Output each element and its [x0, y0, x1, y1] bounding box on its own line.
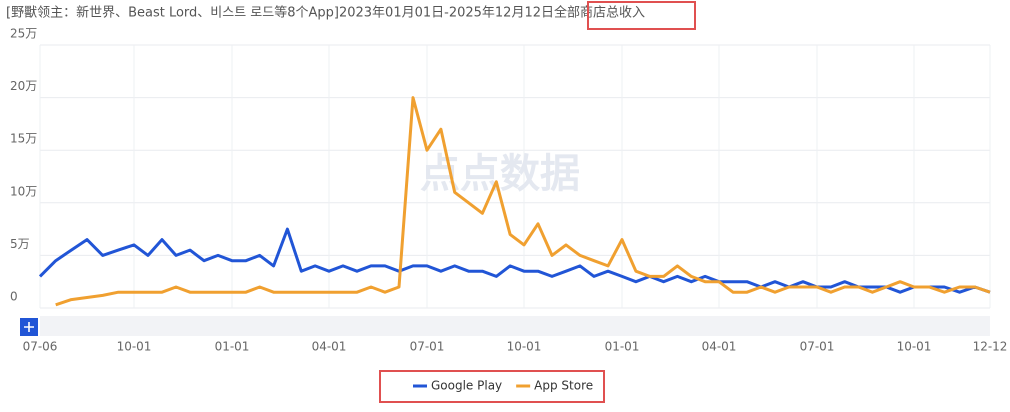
x-tick-label: 01-01	[605, 340, 640, 354]
legend-box	[379, 370, 605, 403]
x-tick-label: 10-01	[507, 340, 542, 354]
y-tick-label: 20万	[10, 79, 37, 93]
x-tick-label: 01-01	[215, 340, 250, 354]
y-tick-label: 10万	[10, 184, 37, 198]
x-tick-label: 07-01	[410, 340, 445, 354]
y-tick-label: 5万	[10, 237, 30, 251]
highlight-box	[587, 1, 696, 30]
y-tick-label: 25万	[10, 27, 37, 41]
scroll-track[interactable]	[40, 316, 990, 336]
x-tick-label: 10-01	[897, 340, 932, 354]
legend-label: App Store	[534, 379, 593, 393]
plus-icon	[24, 322, 34, 332]
chart-title: [野獸领主：新世界、Beast Lord、비스트 로드等8个App]2023年0…	[6, 5, 645, 21]
x-tick-label: 10-01	[117, 340, 152, 354]
x-tick-label: 04-01	[312, 340, 347, 354]
y-tick-label: 15万	[10, 132, 37, 146]
x-tick-label: 12-12	[973, 340, 1008, 354]
legend-label: Google Play	[431, 379, 502, 393]
x-tick-label: 07-06	[23, 340, 58, 354]
x-tick-label: 04-01	[702, 340, 737, 354]
series-line	[38, 227, 991, 294]
series-line	[55, 96, 991, 307]
y-tick-label: 0	[10, 290, 18, 304]
x-tick-label: 07-01	[800, 340, 835, 354]
